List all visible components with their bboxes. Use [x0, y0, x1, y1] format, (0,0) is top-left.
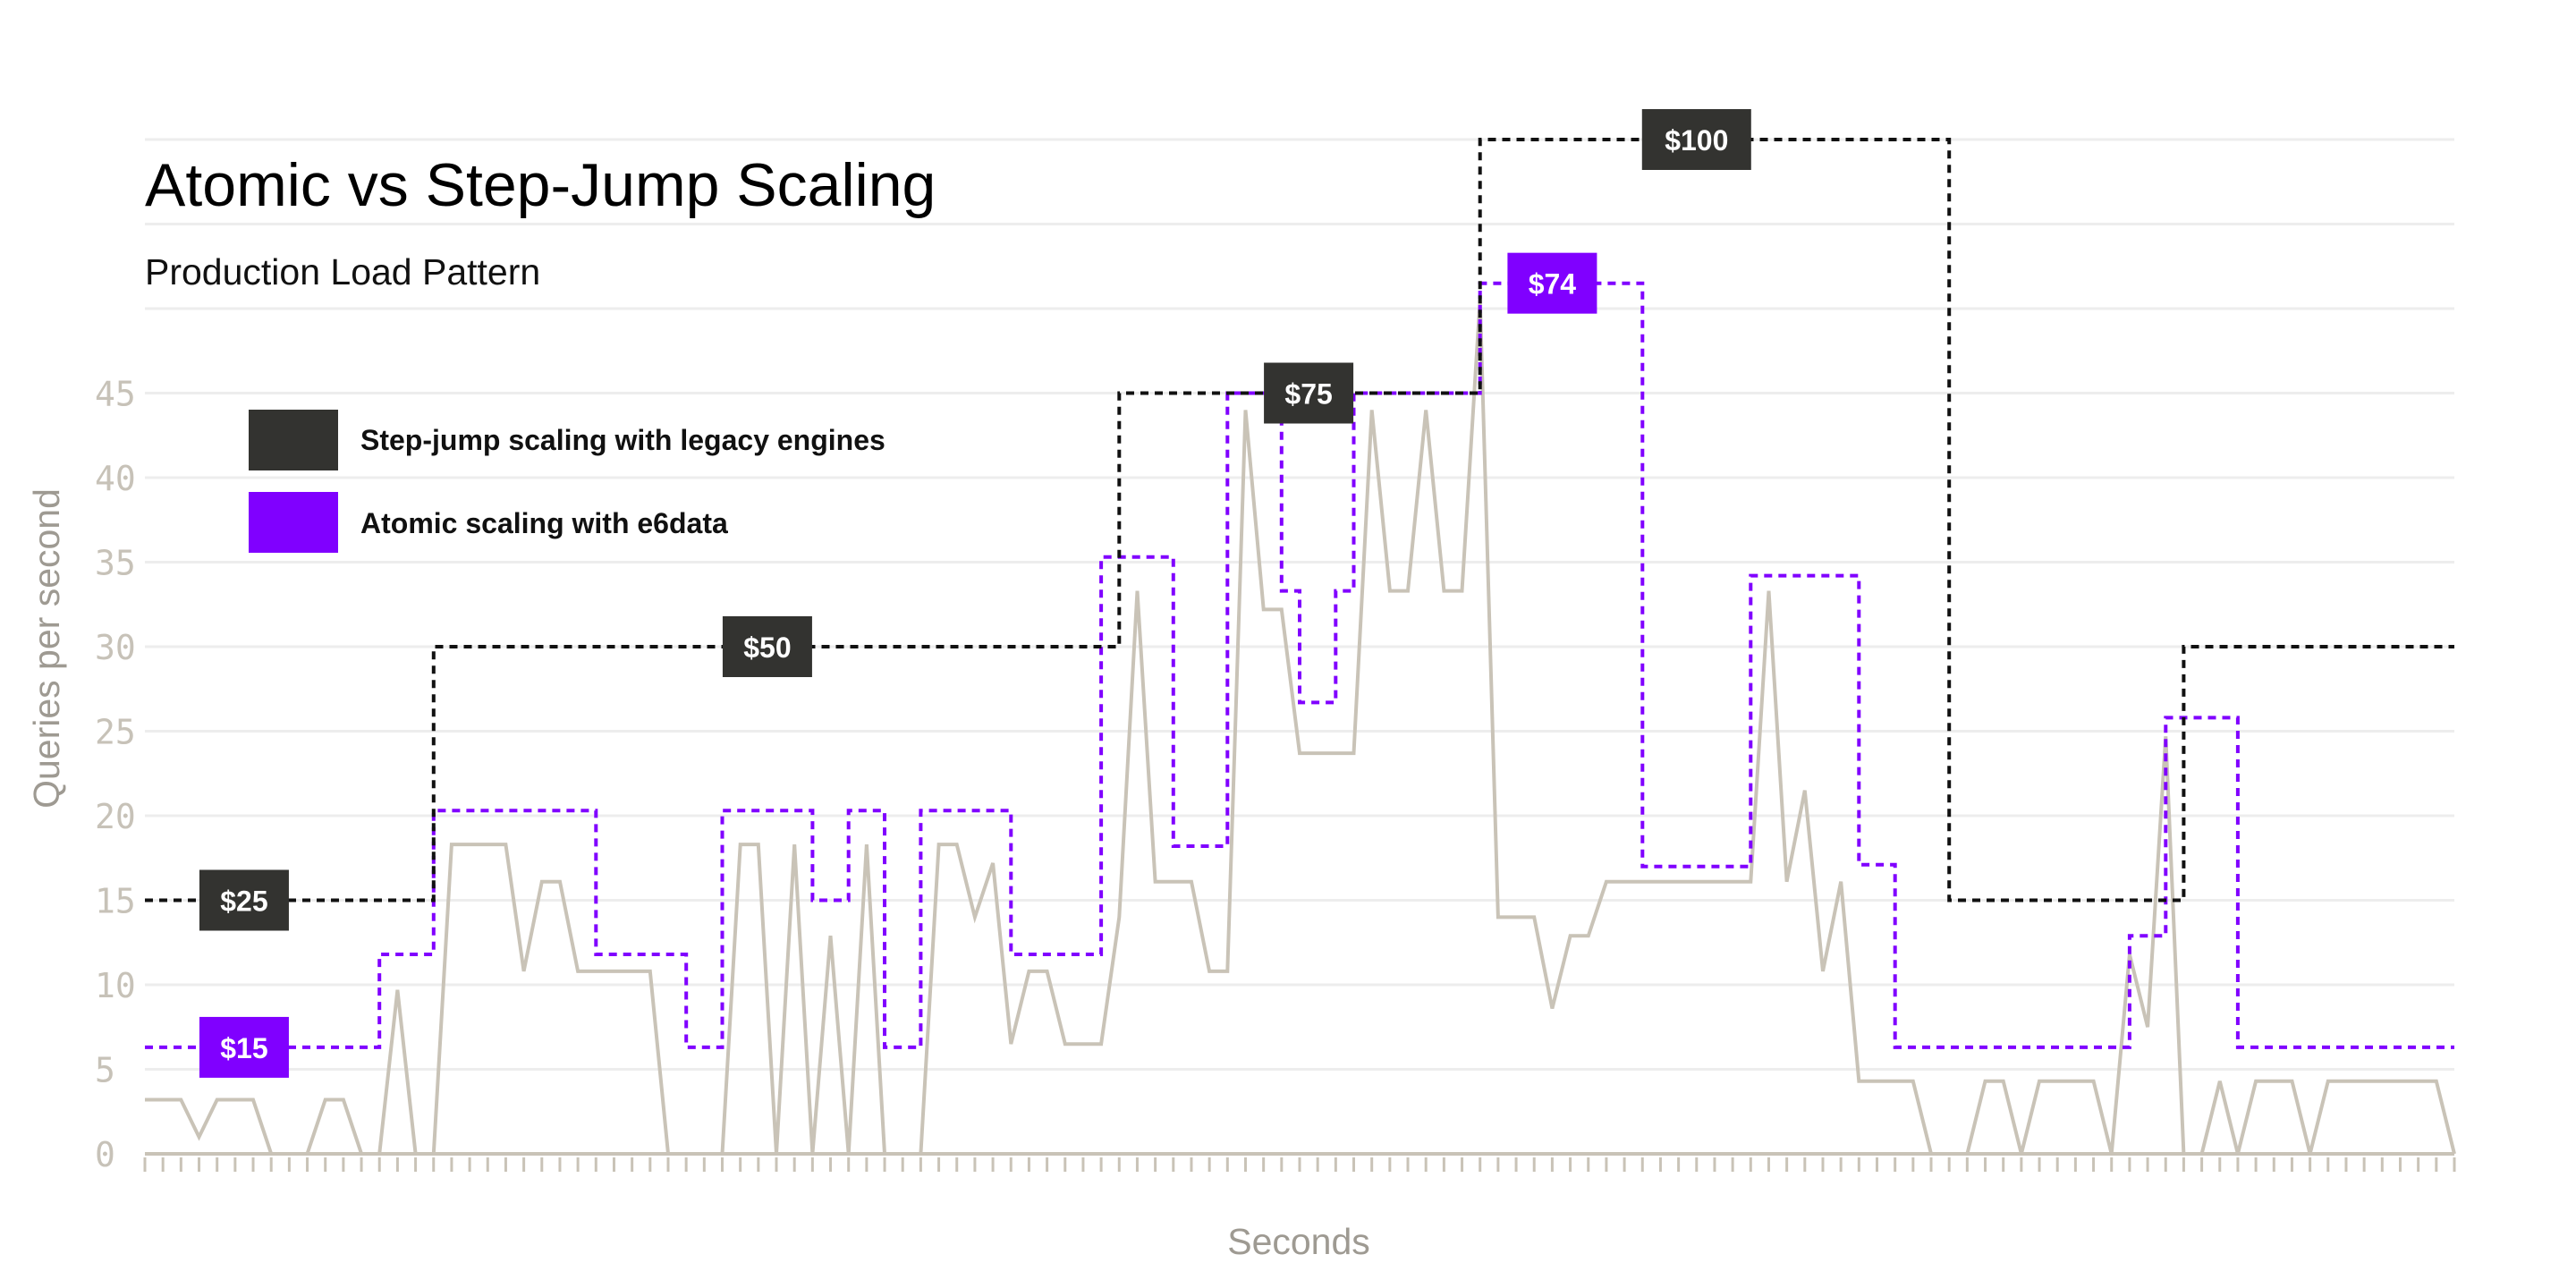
price-label-text: $74 — [1529, 268, 1577, 301]
y-tick-label-8: 40 — [95, 459, 136, 498]
series-atomic-line — [145, 281, 2454, 1049]
legend-swatch-step-jump — [249, 410, 338, 470]
price-label-box — [199, 1016, 289, 1078]
x-axis-ticks — [143, 1157, 2456, 1172]
legend-swatch-atomic — [249, 492, 338, 553]
y-tick-label-3: 15 — [95, 882, 136, 921]
price-label-5: $74 — [1507, 252, 1597, 314]
y-tick-label-7: 35 — [95, 544, 136, 583]
price-label-4: $15 — [199, 1016, 289, 1078]
price-label-box — [1507, 252, 1597, 314]
price-label-3: $100 — [1641, 109, 1751, 170]
price-label-box — [199, 869, 289, 931]
price-label-text: $50 — [743, 631, 791, 664]
price-label-text: $75 — [1284, 378, 1332, 411]
price-label-box — [722, 616, 812, 677]
y-tick-labels: 0 5 10 15 20 25 30 35 40 45 — [95, 375, 136, 1175]
series-load-line — [145, 300, 2456, 1156]
legend-label-atomic: Atomic scaling with e6data — [360, 507, 728, 539]
y-axis-label: Queries per second — [26, 488, 67, 809]
price-label-text: $25 — [220, 886, 267, 918]
y-tick-label-1: 5 — [95, 1051, 115, 1090]
chart-title: Atomic vs Step-Jump Scaling — [145, 151, 936, 219]
price-label-text: $15 — [220, 1032, 267, 1064]
chart-subtitle: Production Load Pattern — [145, 251, 540, 292]
price-labels: $25 $50 $75 $100 $15 $74 — [199, 109, 1751, 1078]
price-label-1: $50 — [722, 616, 812, 677]
y-tick-label-0: 0 — [95, 1135, 115, 1174]
y-tick-label-4: 20 — [95, 797, 136, 836]
price-label-0: $25 — [199, 869, 289, 931]
price-label-2: $75 — [1264, 362, 1354, 424]
price-label-box — [1641, 109, 1751, 170]
y-tick-label-6: 30 — [95, 628, 136, 667]
price-label-box — [1264, 362, 1354, 424]
y-tick-label-9: 45 — [95, 375, 136, 414]
y-tick-label-5: 25 — [95, 713, 136, 752]
x-axis-label: Seconds — [1227, 1221, 1370, 1262]
legend-label-step-jump: Step-jump scaling with legacy engines — [360, 424, 886, 456]
series-layer — [145, 138, 2456, 1156]
legend: Step-jump scaling with legacy engines At… — [249, 410, 886, 553]
price-label-text: $100 — [1665, 124, 1728, 157]
y-tick-label-2: 10 — [95, 966, 136, 1005]
